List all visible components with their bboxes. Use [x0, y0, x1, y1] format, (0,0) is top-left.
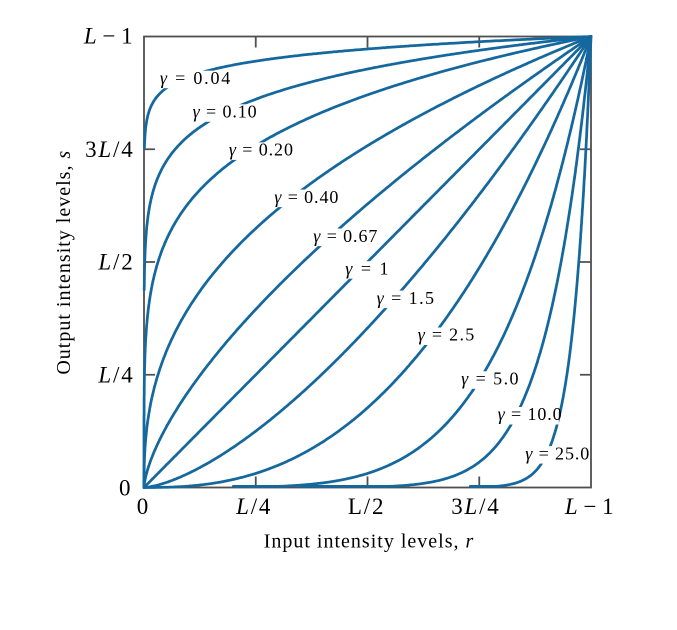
svg-text:γ = 0.04: γ = 0.04: [160, 68, 232, 88]
svg-text:0: 0: [119, 475, 131, 500]
svg-text:L/4: L/4: [235, 494, 272, 519]
svg-text:γ = 0.10: γ = 0.10: [193, 102, 258, 122]
svg-text:γ = 10.0: γ = 10.0: [498, 404, 563, 424]
svg-text:γ = 1.5: γ = 1.5: [377, 288, 436, 308]
svg-text:γ = 1: γ = 1: [345, 258, 390, 278]
svg-text:γ = 2.5: γ = 2.5: [418, 325, 476, 345]
svg-text:3L/4: 3L/4: [451, 494, 500, 519]
svg-text:L/2: L/2: [97, 249, 134, 274]
svg-text:Output intensity levels, s: Output intensity levels, s: [53, 150, 75, 375]
svg-text:Input intensity levels, r: Input intensity levels, r: [264, 531, 475, 553]
svg-text:γ = 5.0: γ = 5.0: [461, 369, 520, 389]
svg-text:L − 1: L − 1: [83, 24, 133, 49]
svg-text:3L/4: 3L/4: [85, 137, 134, 162]
svg-text:γ = 25.0: γ = 25.0: [525, 443, 590, 463]
svg-text:L/2: L/2: [348, 494, 385, 519]
svg-text:γ = 0.40: γ = 0.40: [274, 187, 339, 207]
svg-text:γ = 0.20: γ = 0.20: [229, 140, 294, 160]
svg-text:L/4: L/4: [97, 362, 134, 387]
svg-text:γ = 0.67: γ = 0.67: [313, 226, 378, 246]
svg-text:0: 0: [137, 494, 149, 519]
svg-text:L − 1: L − 1: [564, 494, 614, 519]
